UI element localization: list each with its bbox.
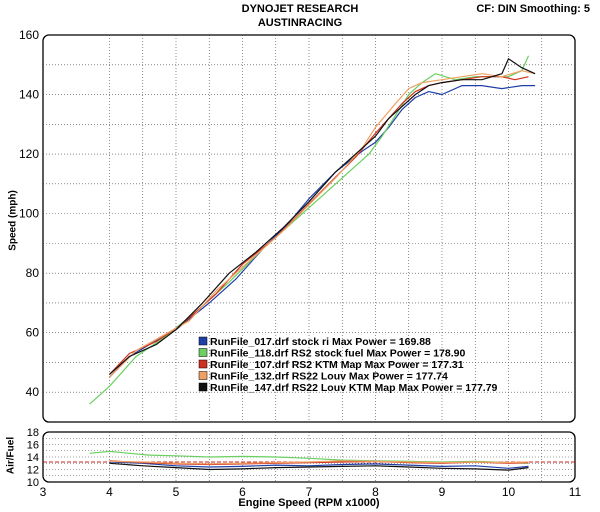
legend-swatch [198, 382, 208, 392]
correction-smoothing-info: CF: DIN Smoothing: 5 [476, 3, 590, 15]
airfuel-y-tick-label: 18 [27, 427, 39, 439]
speed-series-line-3 [109, 70, 536, 378]
x-tick-label: 4 [106, 485, 113, 499]
speed-series-line-4 [109, 58, 536, 375]
airfuel-series-line-4 [109, 462, 529, 471]
speed-y-tick-label: 120 [19, 147, 39, 161]
speed-y-tick-label: 60 [26, 326, 40, 340]
legend-entry: RunFile_132.drf RS22 Louv Max Power = 17… [210, 371, 448, 383]
x-axis-label: Engine Speed (RPM x1000) [238, 497, 380, 509]
speed-series-line-2 [109, 76, 529, 375]
legend-swatch [198, 336, 208, 346]
x-tick-label: 5 [173, 485, 180, 499]
speed-y-tick-label: 160 [19, 28, 39, 42]
airfuel-y-tick-label: 10 [27, 477, 39, 489]
speed-axis-label: Speed (mph) [7, 190, 19, 251]
legend-entry: RunFile_147.drf RS22 Louv KTM Map Max Po… [210, 382, 498, 394]
x-tick-label: 6 [239, 485, 246, 499]
airfuel-axis-label: Air/Fuel [5, 436, 17, 475]
airfuel-series-line-0 [109, 461, 529, 469]
legend-swatch [198, 359, 208, 369]
legend-entry: RunFile_017.drf stock ri Max Power = 169… [210, 336, 431, 348]
x-tick-label: 3 [40, 485, 47, 499]
chart-subtitle: AUSTINRACING [257, 17, 343, 29]
airfuel-y-tick-label: 12 [27, 465, 39, 477]
legend-swatch [198, 348, 208, 357]
legend-swatch [198, 371, 208, 380]
x-tick-label: 11 [569, 485, 582, 499]
legend-entry: RunFile_107.drf RS2 KTM Map Max Power = … [210, 359, 464, 371]
speed-y-tick-label: 40 [26, 385, 40, 399]
speed-y-tick-label: 100 [19, 207, 39, 221]
x-tick-label: 7 [306, 485, 313, 499]
airfuel-series-line-3 [109, 460, 529, 465]
airfuel-y-tick-label: 16 [27, 440, 39, 452]
x-tick-label: 10 [502, 485, 516, 499]
x-tick-label: 8 [372, 485, 379, 499]
chart-title: DYNOJET RESEARCH [241, 3, 359, 15]
speed-y-tick-label: 80 [26, 266, 40, 280]
x-tick-label: 9 [439, 485, 446, 499]
speed-y-tick-label: 140 [19, 88, 39, 102]
legend-entry: RunFile_118.drf RS2 stock fuel Max Power… [210, 348, 465, 360]
airfuel-y-tick-label: 14 [27, 452, 39, 464]
